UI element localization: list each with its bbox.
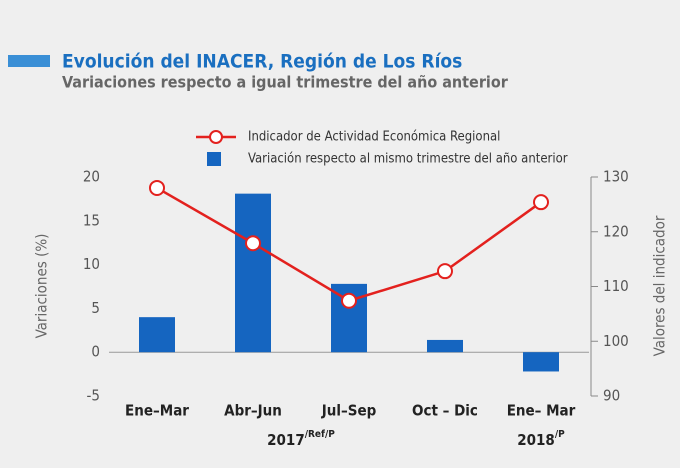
chart-title: Evolución del INACER, Región de Los Ríos: [62, 51, 462, 73]
x-tick-label: Abr–Jun: [224, 402, 282, 420]
bar: [427, 339, 463, 353]
y-tick-label: 5: [91, 299, 100, 317]
x-tick-label: Ene– Mar: [507, 402, 576, 420]
bar: [139, 317, 175, 353]
y-tick-label: 10: [83, 255, 100, 273]
y2-axis-label: Valores del indicador: [651, 215, 669, 356]
legend-marker: [209, 130, 223, 144]
x-tick-label: Oct – Dic: [412, 402, 478, 420]
y-tick-label: 0: [91, 343, 100, 361]
y2-tick-label: 100: [603, 332, 629, 350]
y-axis-label: Variaciones (%): [33, 234, 51, 339]
year-label: 2017/Ref/P: [267, 429, 335, 449]
y2-tick-label: 120: [603, 222, 629, 240]
legend-label: Indicador de Actividad Económica Regiona…: [248, 130, 500, 145]
x-tick-label: Ene–Mar: [125, 402, 189, 420]
legend-label: Variación respecto al mismo trimestre de…: [248, 152, 568, 167]
y2-tick-label: 130: [603, 168, 629, 186]
year: 2017: [267, 431, 305, 449]
bar: [523, 352, 559, 372]
bar: [235, 193, 271, 353]
line: [156, 186, 542, 303]
y2-tick-label: 90: [603, 387, 620, 405]
y-tick-label: 15: [83, 211, 100, 229]
year: 2018: [517, 431, 555, 449]
line-marker: [149, 179, 165, 196]
line-marker: [245, 235, 261, 252]
year-label: 2018/P: [517, 429, 565, 449]
year-note: /Ref/P: [305, 429, 336, 440]
legend-swatch: [207, 152, 221, 166]
line-marker: [341, 292, 357, 309]
y-tick-label: -5: [87, 387, 100, 405]
chart-subtitle: Variaciones respecto a igual trimestre d…: [62, 73, 509, 92]
line-marker: [437, 263, 453, 280]
y-tick-label: 20: [83, 168, 100, 186]
x-tick-label: Jul–Sep: [321, 402, 377, 420]
y2-tick-label: 110: [603, 277, 629, 295]
year-note: /P: [555, 429, 565, 440]
line-marker: [533, 194, 549, 211]
title-icon: [8, 55, 50, 67]
